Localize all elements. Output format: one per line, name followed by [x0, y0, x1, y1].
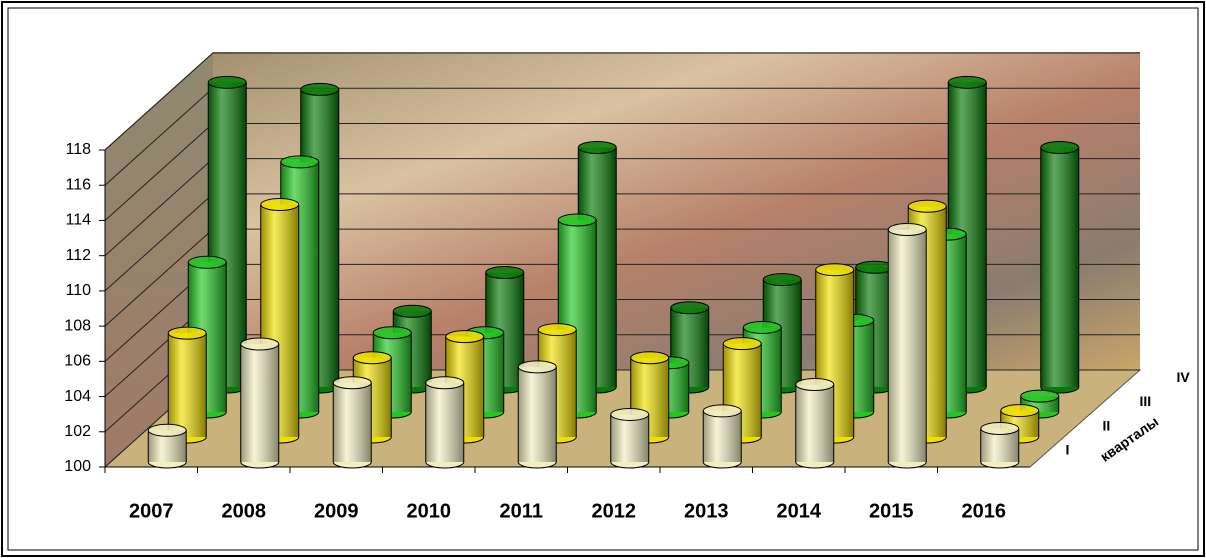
cylinder-top: [392, 304, 432, 318]
cylinder: [240, 337, 280, 469]
bar-outline: [1040, 147, 1080, 387]
y-tick-label: 116: [65, 176, 91, 193]
legend-label: II: [1103, 417, 1111, 433]
y-tick-label: 110: [65, 282, 91, 299]
bar-shade: [1040, 147, 1079, 387]
x-tick-label: 2009: [314, 500, 359, 522]
bar-shade: [425, 382, 464, 462]
y-tick-label: 102: [64, 423, 91, 440]
bar-outline: [795, 384, 835, 462]
y-tick-label: 112: [65, 247, 91, 264]
x-tick-label: 2015: [869, 500, 914, 522]
legend-label: IV: [1177, 369, 1191, 385]
x-tick-label: 2008: [222, 500, 267, 522]
cylinder: [147, 423, 187, 469]
x-tick-label: 2012: [592, 500, 637, 522]
bar-outline: [980, 428, 1020, 462]
bar-shade: [795, 384, 834, 462]
x-tick-label: 2010: [407, 500, 452, 522]
cylinder-top: [742, 320, 782, 334]
cylinder-top: [425, 376, 465, 390]
bar-outline: [425, 382, 465, 462]
bar-shade: [168, 333, 207, 437]
x-tick-label: 2013: [684, 500, 729, 522]
bar-outline: [167, 333, 207, 437]
cylinder-top: [670, 301, 710, 315]
cylinder: [425, 376, 465, 469]
cylinder-top: [240, 337, 280, 351]
cylinder-top: [610, 407, 650, 421]
cylinder-top: [1020, 389, 1060, 403]
cylinder-top: [167, 326, 207, 340]
bar-shade: [703, 410, 742, 462]
x-tick-label: 2016: [962, 500, 1007, 522]
cylinder: [670, 301, 710, 394]
cylinder: [167, 326, 207, 444]
bar-shade: [333, 382, 372, 462]
y-tick-label: 118: [65, 141, 91, 158]
cylinder: [980, 422, 1020, 469]
cylinder-top: [907, 199, 947, 213]
cylinder-top: [557, 213, 597, 227]
x-tick-label: 2011: [500, 500, 543, 522]
y-tick-label: 114: [65, 212, 91, 229]
cylinder-top: [260, 198, 300, 212]
cylinder-top: [795, 378, 835, 392]
y-tick-label: 104: [64, 388, 91, 405]
cylinder-top: [702, 404, 742, 418]
bar-outline: [887, 229, 927, 462]
y-tick-label: 106: [64, 353, 91, 370]
cylinder-top: [815, 263, 855, 277]
bar-outline: [702, 410, 742, 462]
cylinder-top: [630, 351, 670, 365]
cylinder-top: [147, 423, 187, 437]
cylinder-top: [762, 273, 802, 287]
cylinder-top: [332, 376, 372, 390]
cylinder-top: [537, 323, 577, 337]
x-tick-label: 2014: [777, 500, 822, 522]
cylinder-top: [722, 337, 762, 351]
cylinder-top: [947, 75, 987, 89]
cylinder-top: [207, 75, 247, 89]
cylinder: [517, 360, 557, 469]
cylinder: [610, 407, 650, 469]
bar-outline: [610, 414, 650, 462]
cylinder-top: [280, 155, 320, 169]
cylinder-top: [300, 82, 340, 96]
y-tick-label: 108: [64, 317, 91, 334]
legend-label: I: [1066, 442, 1070, 458]
cylinder: [887, 223, 927, 469]
frame-inner: [7, 7, 1199, 551]
bar-outline: [332, 382, 372, 462]
y-tick-label: 100: [64, 458, 91, 475]
cylinder-top: [887, 223, 927, 237]
cylinder-top: [485, 266, 525, 280]
bar-shade: [888, 229, 927, 462]
bar-shade: [518, 366, 557, 462]
cylinder-top: [577, 140, 617, 154]
cylinder-top: [1040, 140, 1080, 154]
cylinder-top: [445, 330, 485, 344]
cylinder: [702, 404, 742, 469]
cylinder-top: [517, 360, 557, 374]
bar-shade: [240, 344, 279, 462]
cylinder-top: [187, 255, 227, 269]
cylinder-top: [372, 326, 412, 340]
bar-outline: [240, 344, 280, 462]
legend-label: III: [1140, 393, 1152, 409]
cylinder-top: [980, 422, 1020, 436]
bar-shade: [610, 414, 649, 462]
cylinder: [1040, 140, 1080, 394]
cylinder-top: [1000, 404, 1040, 418]
cylinder: [332, 376, 372, 469]
cylinder-top: [352, 351, 392, 365]
cylinder: [795, 378, 835, 469]
x-tick-label: 2007: [129, 500, 174, 522]
grid-line: [104, 52, 1140, 151]
bar-outline: [517, 366, 557, 462]
bar-outline: [147, 430, 187, 462]
